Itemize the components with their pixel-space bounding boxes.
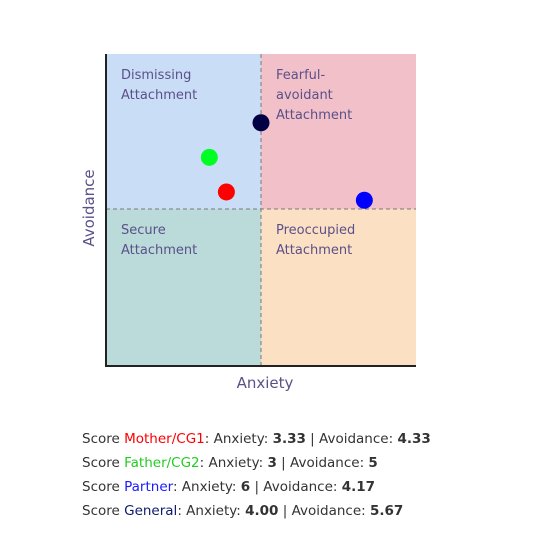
quadrant-label-dismissing: Dismissing — [121, 68, 191, 83]
avoidance-label: | Avoidance: — [276, 455, 369, 471]
quadrant-preoccupied — [261, 209, 416, 366]
score-prefix: Score — [82, 479, 125, 495]
quadrant-label-fearful: avoidant — [276, 88, 333, 103]
attachment-quadrant-chart: Dismissing Attachment Fearful-avoidant Atta… — [80, 54, 416, 392]
anxiety-label: : Anxiety: — [172, 479, 241, 495]
score-name: Partner — [124, 479, 173, 495]
score-prefix: Score — [82, 503, 125, 519]
y-axis-title: Avoidance — [80, 169, 98, 246]
quadrant-label-secure: Secure — [121, 223, 166, 238]
avoidance-label: | Avoidance: — [250, 479, 342, 495]
quadrant-fearful — [261, 54, 416, 209]
quadrant-label-secure: Attachment — [121, 243, 197, 258]
point-father-cg2 — [200, 148, 218, 166]
point-partner — [355, 191, 373, 209]
score-row: Score Partner: Anxiety: 6 | Avoidance: 4… — [82, 475, 431, 499]
quadrant-label-dismissing: Attachment — [121, 88, 197, 103]
score-name: Father/CG2 — [124, 455, 200, 471]
score-row: Score General: Anxiety: 4.00 | Avoidance… — [82, 499, 431, 523]
avoidance-value: 4.33 — [397, 431, 431, 447]
score-name: Mother/CG1 — [124, 431, 205, 447]
quadrant-label-preoccupied: Preoccupied — [276, 223, 355, 238]
anxiety-value: 3 — [267, 455, 277, 471]
score-row: Score Father/CG2: Anxiety: 3 | Avoidance… — [82, 451, 431, 475]
avoidance-value: 5 — [368, 455, 378, 471]
anxiety-label: : Anxiety: — [199, 455, 268, 471]
score-list: Score Mother/CG1: Anxiety: 3.33 | Avoida… — [82, 427, 431, 523]
quadrant-secure — [106, 209, 261, 366]
avoidance-label: | Avoidance: — [305, 431, 398, 447]
avoidance-value: 4.17 — [341, 479, 376, 495]
anxiety-label: : Anxiety: — [177, 503, 246, 519]
avoidance-value: 5.67 — [370, 503, 404, 519]
point-mother-cg1 — [217, 183, 235, 201]
score-prefix: Score — [82, 455, 125, 471]
anxiety-value: 3.33 — [272, 431, 306, 447]
anxiety-label: : Anxiety: — [204, 431, 273, 447]
score-prefix: Score — [82, 431, 125, 447]
point-general — [252, 114, 270, 132]
quadrant-label-fearful: Attachment — [276, 108, 352, 123]
anxiety-value: 4.00 — [245, 503, 279, 519]
x-axis-title: Anxiety — [237, 374, 294, 392]
score-row: Score Mother/CG1: Anxiety: 3.33 | Avoida… — [82, 427, 431, 451]
quadrant-label-preoccupied: Attachment — [276, 243, 352, 258]
avoidance-label: | Avoidance: — [278, 503, 370, 519]
score-name: General — [124, 503, 178, 519]
anxiety-value: 6 — [240, 479, 251, 495]
quadrant-label-fearful: Fearful- — [276, 68, 326, 83]
quadrant-dismissing — [106, 54, 261, 209]
